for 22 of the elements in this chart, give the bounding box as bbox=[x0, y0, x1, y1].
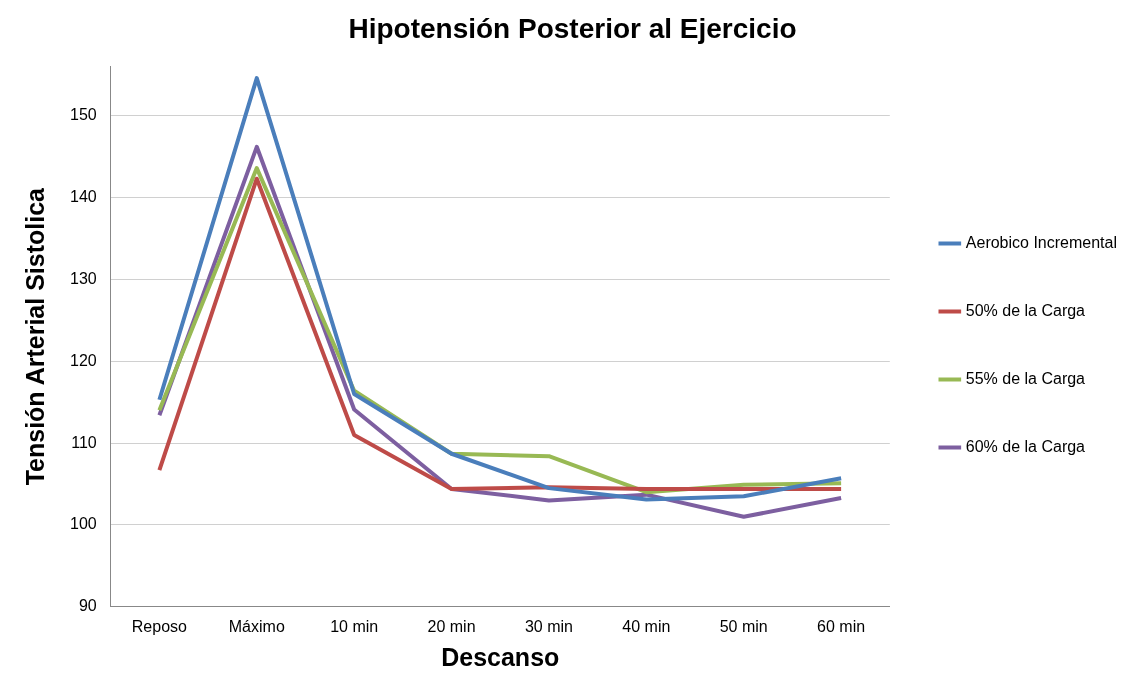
y-tick-label: 90 bbox=[78, 597, 97, 615]
y-axis-title: Tensión Arterial Sistolica bbox=[20, 186, 49, 486]
x-tick-label: 20 min bbox=[427, 617, 476, 635]
legend-label: 50% de la Carga bbox=[965, 301, 1086, 319]
x-tick-label: 40 min bbox=[622, 617, 671, 635]
legend-label: Aerobico Incremental bbox=[965, 233, 1117, 251]
x-tick-label: Reposo bbox=[131, 617, 188, 635]
legend-label: 55% de la Carga bbox=[965, 369, 1086, 387]
x-tick-label: 30 min bbox=[524, 617, 573, 635]
x-axis-title: Descanso bbox=[441, 642, 560, 671]
x-tick-label: 60 min bbox=[817, 617, 866, 635]
x-tick-label: 10 min bbox=[330, 617, 379, 635]
chart-title: Hipotensión Posterior al Ejercicio bbox=[348, 12, 797, 44]
legend-label: 60% de la Carga bbox=[965, 437, 1086, 455]
x-tick-label: Máximo bbox=[228, 617, 285, 635]
y-tick-label: 150 bbox=[69, 106, 97, 124]
y-tick-label: 100 bbox=[69, 515, 97, 533]
x-tick-label: 50 min bbox=[719, 617, 768, 635]
y-tick-label: 110 bbox=[71, 433, 97, 451]
y-tick-label: 130 bbox=[69, 269, 97, 287]
y-tick-label: 140 bbox=[69, 187, 97, 205]
y-tick-label: 120 bbox=[69, 351, 97, 369]
